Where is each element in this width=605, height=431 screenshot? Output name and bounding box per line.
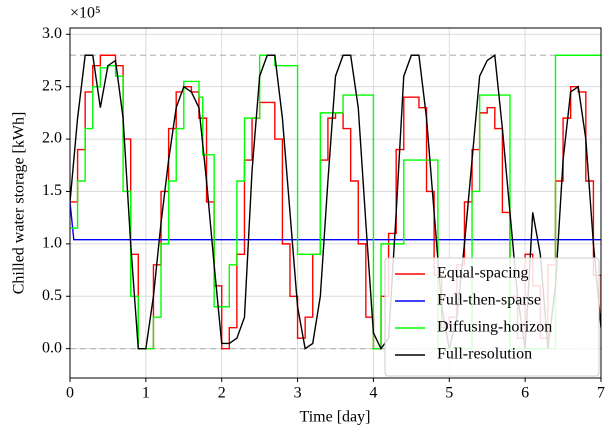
x-tick-label: 0	[66, 385, 74, 402]
x-tick-label: 6	[521, 385, 529, 402]
x-tick-label: 5	[445, 385, 453, 402]
x-tick-label: 1	[142, 385, 150, 402]
legend-label: Full-then-sparse	[437, 292, 541, 309]
x-tick-label: 2	[218, 385, 226, 402]
y-tick-label: 0.0	[42, 339, 62, 356]
x-tick-label: 7	[597, 385, 605, 402]
legend-label: Equal-spacing	[437, 265, 529, 282]
y-tick-label: 2.5	[42, 77, 62, 94]
legend-label: Full-resolution	[437, 346, 532, 363]
y-tick-label: 2.0	[42, 130, 62, 147]
x-tick-label: 4	[369, 385, 377, 402]
legend-label: Diffusing-horizon	[437, 319, 552, 336]
plot-frame	[69, 27, 602, 379]
y-tick-label: 1.0	[42, 235, 62, 252]
y-tick-label: 1.5	[42, 182, 62, 199]
y-tick-label: 3.0	[42, 25, 62, 42]
series-line	[70, 53, 601, 351]
x-tick-label: 3	[294, 385, 302, 402]
y-tick-label: 0.5	[42, 287, 62, 304]
legend-box	[384, 257, 600, 377]
series-line	[70, 54, 601, 350]
y-axis-label: Chilled water storage [kWh]	[11, 112, 28, 295]
y-multiplier: ×10⁵	[70, 5, 101, 22]
series-line	[70, 201, 601, 241]
x-axis-label: Time [day]	[300, 409, 371, 426]
